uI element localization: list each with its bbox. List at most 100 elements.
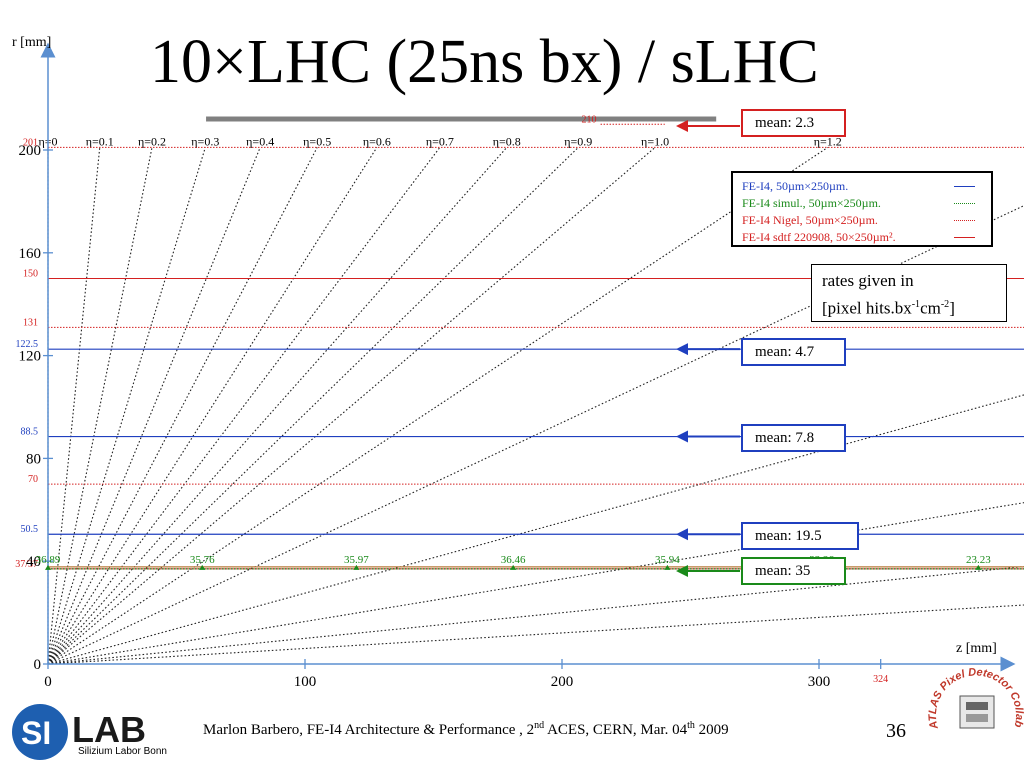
- slide-title: 10×LHC (25ns bx) / sLHC: [150, 28, 819, 96]
- eta-line: [47, 394, 1024, 665]
- eta-line: [47, 205, 1024, 665]
- eta-line: [47, 147, 579, 665]
- mean-arrowhead: [676, 120, 688, 132]
- eta-label: η=0.6: [363, 134, 391, 148]
- eta-coverage-diagram: η=0 η=0.1 η=0.2 η=0.3 η=0.4 η=0.5 η=0.6 η=0.7 η=…: [12, 35, 1024, 690]
- eta-label: η=0.7: [426, 134, 454, 148]
- eta-line: [47, 146, 829, 665]
- eta-line: [47, 502, 1024, 665]
- legend-label: FE-I4 sdtf 220908, 50×250µm².: [742, 230, 896, 244]
- silab-si-text: SI: [21, 715, 51, 751]
- eta-line: [47, 147, 378, 665]
- layer-radius-label: 50.5: [21, 524, 39, 535]
- mean-arrows: [676, 120, 740, 577]
- mean-box-layer-50: mean: 19.5: [741, 522, 859, 550]
- layer-radius-label: 70: [28, 474, 38, 485]
- z-extra-tick-label: 324: [873, 674, 888, 685]
- eta-line: [47, 147, 656, 665]
- silab-subtitle: Silizium Labor Bonn: [78, 746, 167, 757]
- mean-arrowhead: [676, 528, 688, 541]
- simul-point: [199, 564, 206, 570]
- legend-item: FE-I4 sdtf 220908, 50×250µm².: [742, 229, 896, 245]
- r-tick-label: 200: [19, 143, 42, 159]
- atlas-pixel-logo: ATLAS Pixel Detector Collaboration: [926, 658, 1024, 731]
- legend-item: FE-I4 simul., 50µm×250µm.: [742, 195, 881, 211]
- layer-radius-label: 88.5: [21, 427, 39, 438]
- silab-lab-text: LAB: [72, 709, 146, 750]
- eta-line: [47, 147, 153, 665]
- layer-radius-label: 37/37: [15, 559, 38, 570]
- eta-label: η=1.0: [641, 134, 669, 148]
- simul-point-value: 36.46: [501, 554, 526, 566]
- eta-label: η=0.9: [564, 134, 592, 148]
- eta-label: η=0.4: [246, 134, 274, 148]
- mean-box-layer-37: mean: 35: [741, 557, 846, 585]
- eta-line: [47, 147, 441, 665]
- eta-line: [47, 147, 101, 665]
- mean-arrowhead: [676, 430, 688, 443]
- z-tick-label: 300: [808, 674, 831, 690]
- eta-label: η=0.5: [303, 134, 331, 148]
- eta-label: η=0.8: [493, 134, 521, 148]
- legend-item: FE-I4, 50µm×250µm.: [742, 178, 848, 194]
- layer-radius-label: 122.5: [16, 339, 39, 350]
- mean-arrowhead: [676, 343, 688, 356]
- rates-line-2: [pixel hits.bx-1cm-2]: [822, 298, 955, 318]
- layer-radius-label: 210: [582, 114, 597, 125]
- r-tick-label: 80: [26, 451, 41, 467]
- eta-line: [47, 147, 318, 665]
- silab-logo: SI LAB: [12, 704, 146, 760]
- rates-line-1: rates given in: [822, 271, 914, 290]
- mean-arrowhead: [676, 565, 688, 577]
- layer-radius-label: 201: [23, 137, 38, 148]
- layer-radius-label: 150: [23, 269, 38, 280]
- eta-line: [47, 604, 1024, 665]
- simul-point: [664, 564, 671, 570]
- layer-lines: 210 201 150 131 122.5 88.5 70 50.5 37/37: [15, 114, 1024, 570]
- legend-item: FE-I4 Nigel, 50µm×250µm.: [742, 212, 878, 228]
- simul-point-value: 35.76: [190, 554, 215, 566]
- rates-note: rates given in [pixel hits.bx-1cm-2]: [811, 264, 1007, 322]
- axes: r [mm]z [mm]0100200300400500600040801201…: [12, 35, 1016, 690]
- simul-point: [975, 564, 982, 570]
- z-tick-label: 0: [44, 674, 52, 690]
- z-tick-label: 200: [551, 674, 574, 690]
- r-tick-label: 40: [26, 554, 41, 570]
- simul-point-value: 23.23: [966, 554, 991, 566]
- mean-box-layer-88: mean: 7.8: [741, 424, 846, 452]
- eta-line: [47, 566, 1024, 665]
- legend-swatch: [954, 186, 975, 187]
- r-tick-label: 120: [19, 349, 42, 365]
- z-axis-label: z [mm]: [956, 641, 997, 656]
- eta-label: η=1.2: [814, 134, 842, 148]
- z-tick-label: 100: [294, 674, 317, 690]
- legend-swatch: [954, 203, 975, 204]
- mean-box-layer-210: mean: 2.3: [741, 109, 846, 137]
- eta-line: [47, 147, 261, 665]
- legend-swatch: [954, 220, 975, 221]
- simul-point: [45, 564, 51, 570]
- eta-line: [47, 147, 508, 665]
- eta-label: η=0.1: [86, 134, 114, 148]
- r-tick-label: 0: [34, 657, 42, 673]
- eta-label: η=0.3: [191, 134, 219, 148]
- simul-point: [510, 564, 517, 570]
- mean-box-layer-122: mean: 4.7: [741, 338, 846, 366]
- legend-swatch: [954, 237, 975, 238]
- legend: FE-I4, 50µm×250µm. FE-I4 simul., 50µm×25…: [731, 171, 993, 247]
- r-tick-label: 160: [19, 246, 42, 262]
- simul-point-value: 35.94: [655, 554, 680, 566]
- eta-lines: η=0 η=0.1 η=0.2 η=0.3 η=0.4 η=0.5 η=0.6 η=0.7 η=…: [38, 134, 1024, 665]
- legend-label: FE-I4, 50µm×250µm.: [742, 179, 849, 193]
- r-axis-label: r [mm]: [12, 35, 51, 50]
- footer-citation: Marlon Barbero, FE-I4 Architecture & Per…: [203, 720, 729, 738]
- eta-line: [47, 147, 206, 665]
- layer-radius-label: 131: [23, 317, 38, 328]
- eta-label: η=0.2: [138, 134, 166, 148]
- simul-point-value: 35.97: [344, 554, 369, 566]
- simul-point-value: 36.89: [36, 554, 61, 566]
- legend-label: FE-I4 simul., 50µm×250µm.: [742, 196, 881, 210]
- legend-label: FE-I4 Nigel, 50µm×250µm.: [742, 213, 878, 227]
- simul-point: [353, 564, 360, 570]
- page-number: 36: [886, 720, 906, 742]
